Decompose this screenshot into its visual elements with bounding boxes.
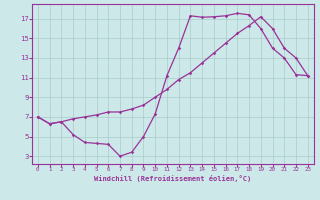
X-axis label: Windchill (Refroidissement éolien,°C): Windchill (Refroidissement éolien,°C) [94, 175, 252, 182]
